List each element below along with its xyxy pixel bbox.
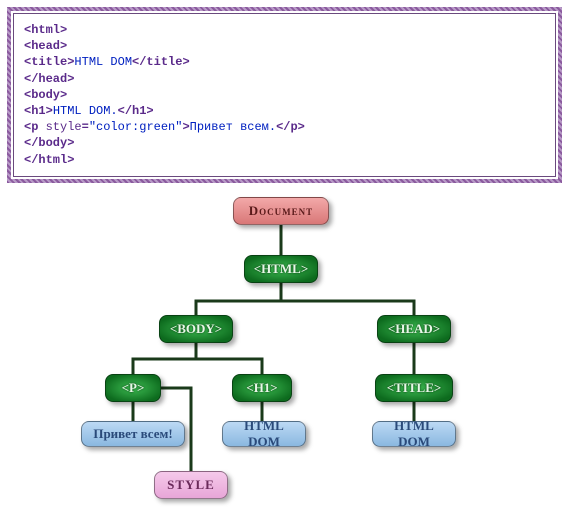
code-line: </head> <box>24 71 545 87</box>
tree-node-ptxt: Привет всем! <box>81 421 185 447</box>
tree-node-ttxt: HTML DOM <box>372 421 456 447</box>
code-line: <h1>HTML DOM.</h1> <box>24 103 545 119</box>
tree-node-title: <TITLE> <box>375 374 453 402</box>
tree-node-h1txt: HTML DOM <box>222 421 306 447</box>
tree-node-doc: Document <box>233 197 329 225</box>
tree-edges <box>0 191 569 501</box>
dom-tree-diagram: Document <HTML> <BODY> <HEAD> <P> <H1> <TITLE>… <box>0 191 569 501</box>
tree-node-p: <P> <box>105 374 161 402</box>
code-line: </html> <box>24 152 545 168</box>
tree-node-body: <BODY> <box>159 315 233 343</box>
code-line: </body> <box>24 135 545 151</box>
code-panel: <html><head><title>HTML DOM</title></hea… <box>7 7 562 183</box>
code-block: <html><head><title>HTML DOM</title></hea… <box>13 13 556 177</box>
code-line: <head> <box>24 38 545 54</box>
code-line: <p style="color:green">Привет всем.</p> <box>24 119 545 135</box>
code-line: <title>HTML DOM</title> <box>24 54 545 70</box>
tree-node-head: <HEAD> <box>377 315 451 343</box>
tree-node-style: STYLE <box>154 471 228 499</box>
code-line: <body> <box>24 87 545 103</box>
code-line: <html> <box>24 22 545 38</box>
tree-node-html: <HTML> <box>244 255 318 283</box>
tree-node-h1: <H1> <box>232 374 292 402</box>
